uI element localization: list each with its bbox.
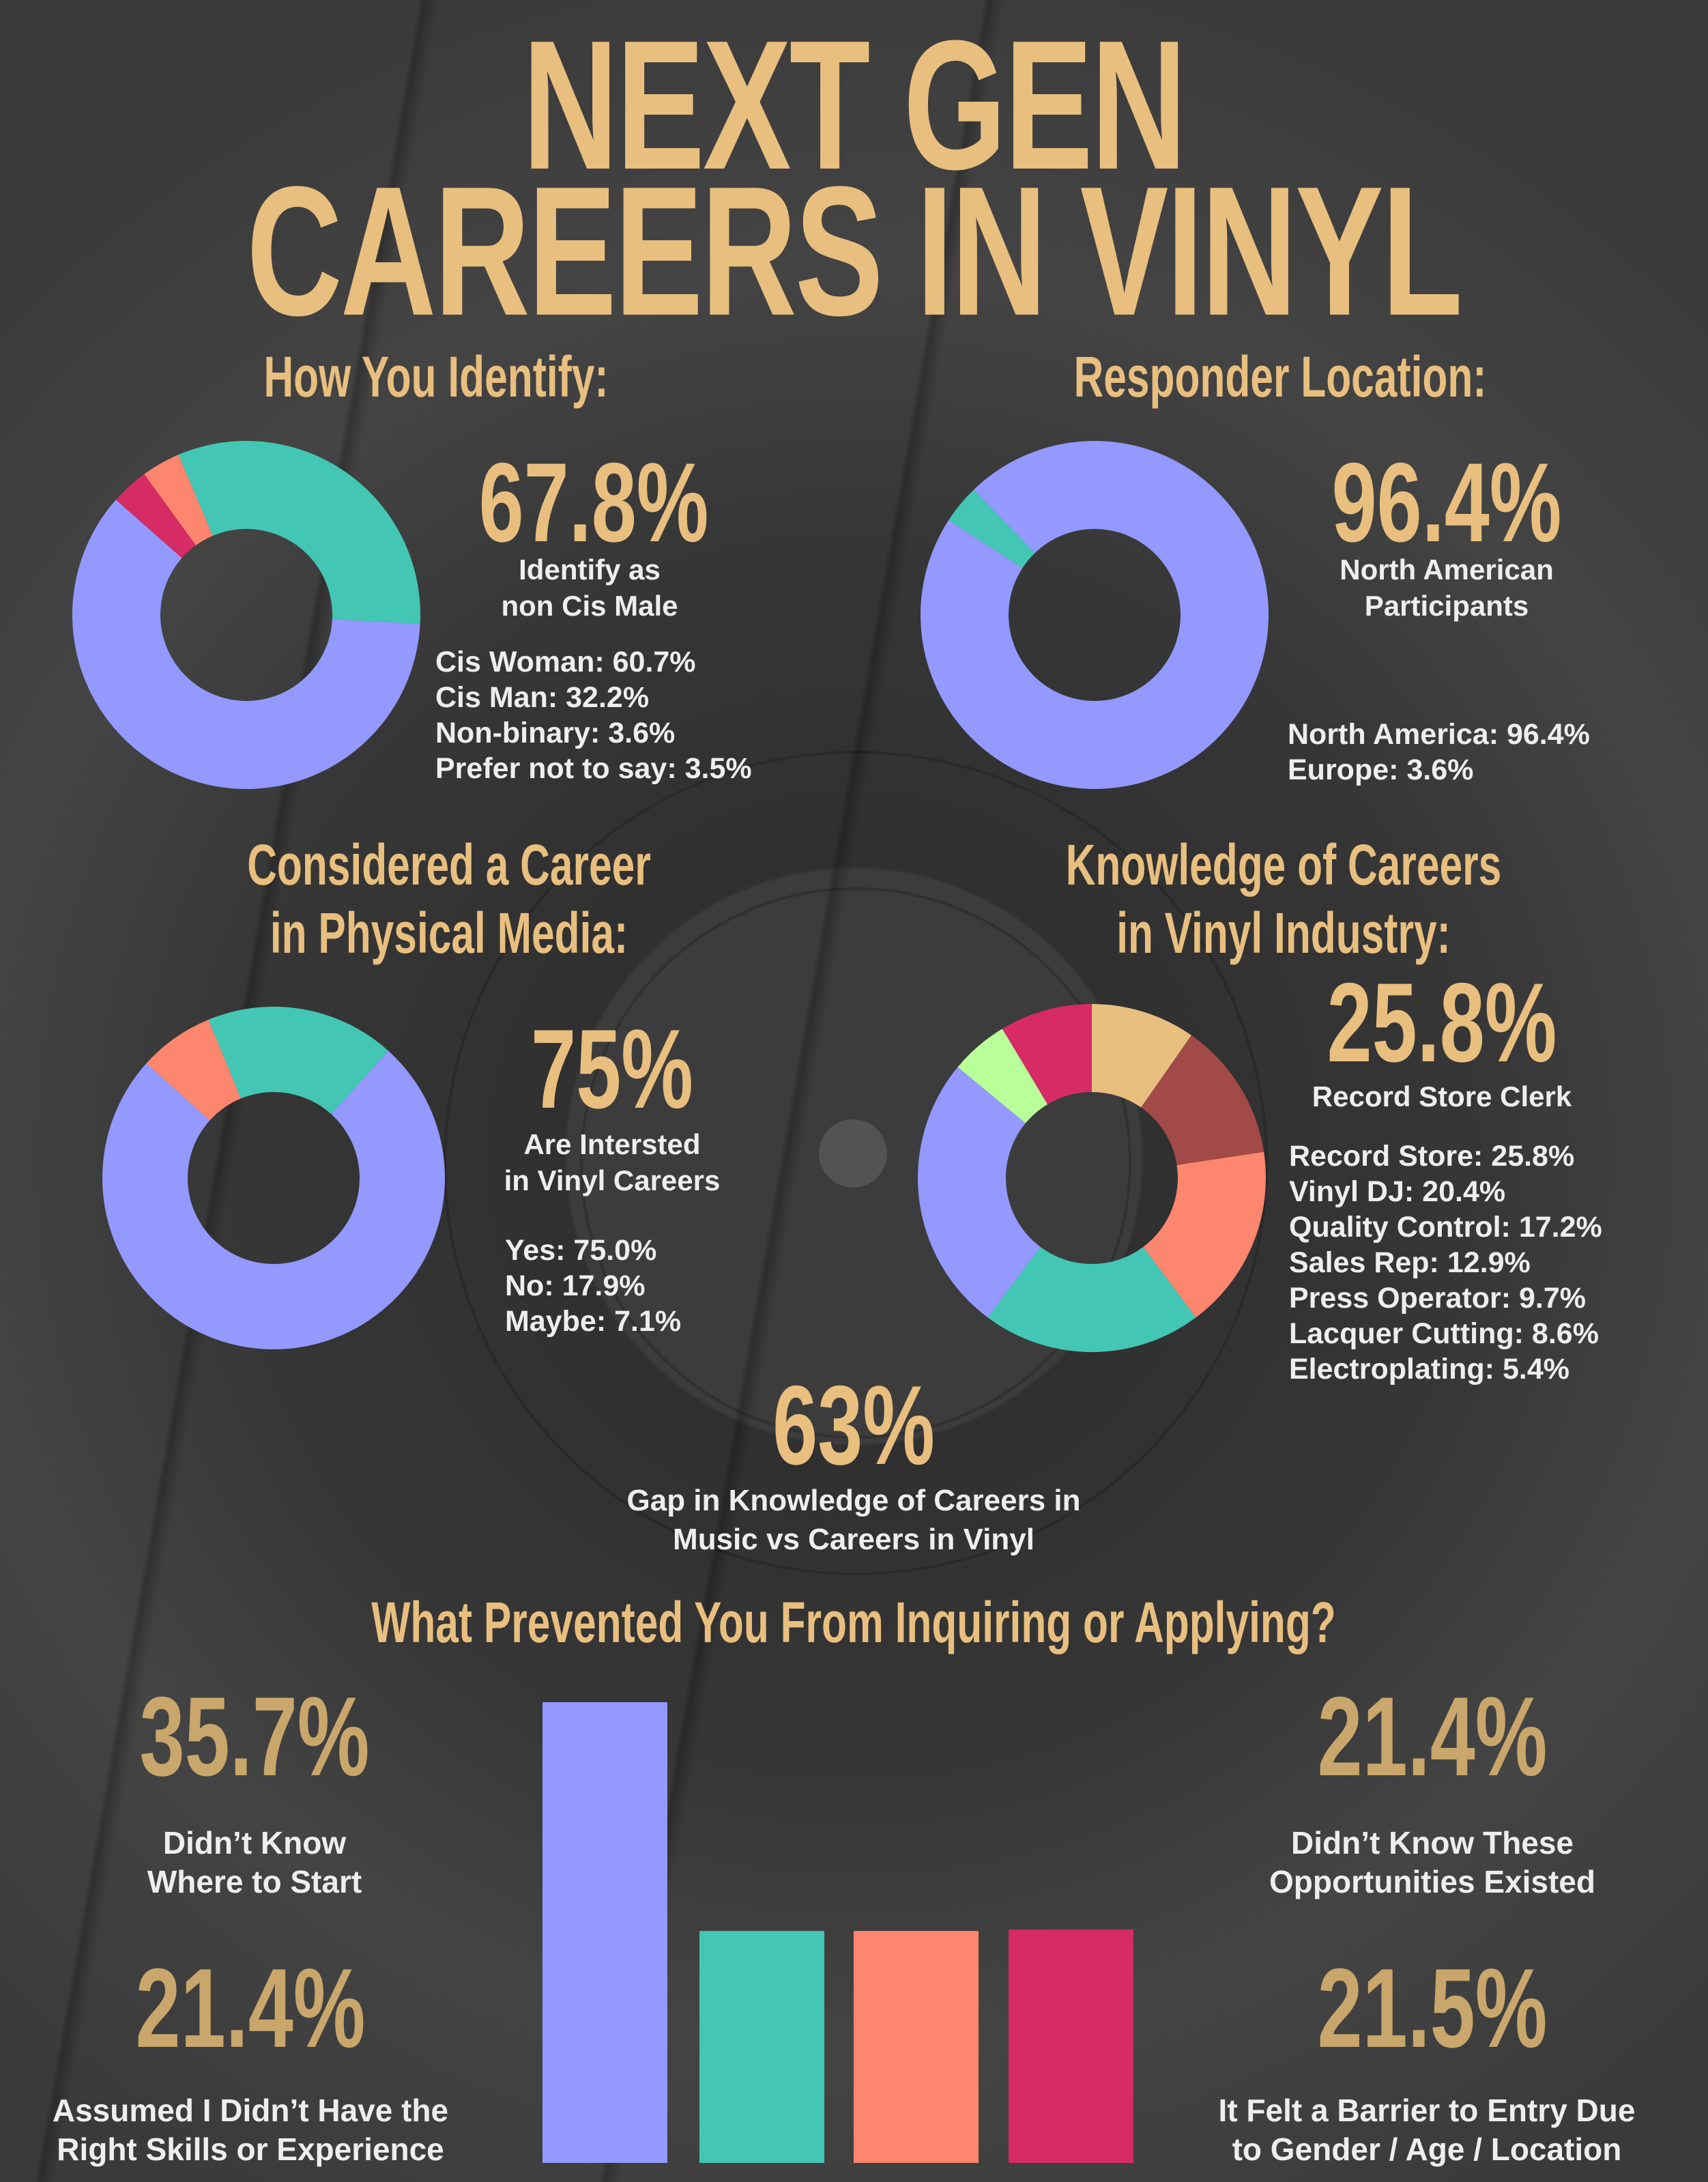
legend-item: Vinyl DJ: 20.4% (1289, 1175, 1506, 1208)
identify-donut-slice-cis-woman (72, 500, 420, 789)
considered-donut-slice-yes (102, 1050, 446, 1349)
bar-1 (542, 1702, 667, 2163)
location-stat: 96.4% (1331, 440, 1562, 565)
knowledge-donut-slice-quality-control (1143, 1151, 1266, 1318)
legend-item: Quality Control: 17.2% (1289, 1211, 1602, 1244)
considered-heading: in Physical Media: (270, 901, 628, 965)
prevented-label: to Gender / Age / Location (1232, 2131, 1622, 2167)
knowledge-stat: 25.8% (1327, 960, 1557, 1085)
record-groove (444, 751, 1268, 1575)
prevented-stat: 21.4% (135, 1945, 366, 2071)
knowledge-donut-slice-sales-rep (1141, 1035, 1264, 1166)
prevented-label: Didn’t Know (162, 1825, 347, 1861)
knowledge-stat-label: Record Store Clerk (1312, 1080, 1572, 1112)
identify-legend: Cis Woman: 60.7% Cis Man: 32.2% Non-bina… (435, 644, 752, 786)
location-stat-label: North American (1340, 554, 1554, 586)
bar-3 (854, 1931, 979, 2163)
prevented-label: It Felt a Barrier to Entry Due (1218, 2093, 1636, 2128)
prevented-label: Assumed I Didn’t Have the (52, 2093, 449, 2128)
legend-item: No: 17.9% (505, 1269, 646, 1302)
title-line1: NEXT GEN (522, 3, 1187, 208)
prevented-label: Didn’t Know These (1290, 1825, 1574, 1861)
prevented-label: Opportunities Existed (1269, 1864, 1595, 1899)
legend-item: Sales Rep: 12.9% (1289, 1246, 1531, 1279)
considered-donut-slice-maybe (146, 1019, 241, 1121)
prevented-label: Where to Start (147, 1864, 362, 1899)
knowledge-donut-slice-electroplating (957, 1029, 1048, 1123)
location-stat-label: Participants (1364, 590, 1529, 622)
legend-item: Record Store: 25.8% (1289, 1140, 1575, 1173)
location-legend: North America: 96.4% Europe: 3.6% (1288, 717, 1590, 788)
legend-item: Non-binary: 3.6% (435, 717, 676, 749)
identify-donut-slice-cis-man (178, 440, 421, 624)
legend-item: Cis Man: 32.2% (435, 681, 650, 714)
bar-2 (699, 1931, 824, 2163)
legend-item: Yes: 75.0% (505, 1234, 657, 1267)
legend-item: Cis Woman: 60.7% (435, 646, 696, 678)
knowledge-legend: Record Store: 25.8% Vinyl DJ: 20.4% Qual… (1289, 1138, 1602, 1387)
identify-heading: How You Identify: (263, 345, 609, 409)
knowledge-donut-slice-press-operator (1092, 1004, 1191, 1108)
prevented-stat: 21.4% (1317, 1674, 1548, 1799)
location-heading: Responder Location: (1073, 345, 1487, 409)
prevented-stat: 21.5% (1317, 1945, 1548, 2071)
considered-heading: Considered a Career (247, 833, 651, 897)
considered-stat: 75% (531, 1006, 693, 1132)
prevented-heading: What Prevented You From Inquiring or App… (371, 1590, 1336, 1654)
identify-stat-label: Identify as (519, 554, 661, 586)
legend-item: Maybe: 7.1% (505, 1305, 682, 1338)
title-line2: CAREERS IN VINYL (246, 149, 1462, 354)
knowledge-heading: Knowledge of Careers (1065, 833, 1502, 897)
legend-item: Lacquer Cutting: 8.6% (1289, 1317, 1599, 1350)
legend-item: Electroplating: 5.4% (1289, 1353, 1569, 1386)
prevented-label: Right Skills or Experience (57, 2131, 444, 2167)
gap-label: Music vs Careers in Vinyl (673, 1523, 1034, 1556)
knowledge-donut-slice-lacquer-cutting (1002, 1004, 1092, 1104)
knowledge-donut-slice-record-store (917, 1067, 1041, 1318)
legend-item: North America: 96.4% (1288, 718, 1590, 751)
prevented-stat: 35.7% (139, 1674, 370, 1799)
record-spindle (819, 1119, 887, 1188)
considered-donut-slice-no (208, 1006, 389, 1115)
legend-item: Prefer not to say: 3.5% (435, 752, 752, 785)
legend-item: Europe: 3.6% (1288, 753, 1474, 786)
knowledge-heading: in Vinyl Industry: (1116, 901, 1451, 965)
identify-stat: 67.8% (478, 440, 709, 565)
identify-donut-slice-non-binary (144, 455, 213, 546)
location-donut-slice-europe (949, 489, 1035, 569)
identify-donut-slice-prefer-not-to-say (115, 474, 197, 558)
identify-stat-label: non Cis Male (501, 590, 678, 622)
knowledge-donut-slice-vinyl-dj (987, 1246, 1196, 1353)
gap-label: Gap in Knowledge of Careers in (626, 1484, 1081, 1517)
gap-stat: 63% (772, 1362, 935, 1488)
considered-stat-label: Are Intersted (523, 1128, 701, 1160)
location-donut-slice-north-america (921, 440, 1269, 789)
legend-item: Press Operator: 9.7% (1289, 1282, 1586, 1315)
considered-legend: Yes: 75.0% No: 17.9% Maybe: 7.1% (505, 1233, 681, 1339)
considered-stat-label: in Vinyl Careers (504, 1164, 721, 1196)
bar-4 (1009, 1929, 1133, 2163)
